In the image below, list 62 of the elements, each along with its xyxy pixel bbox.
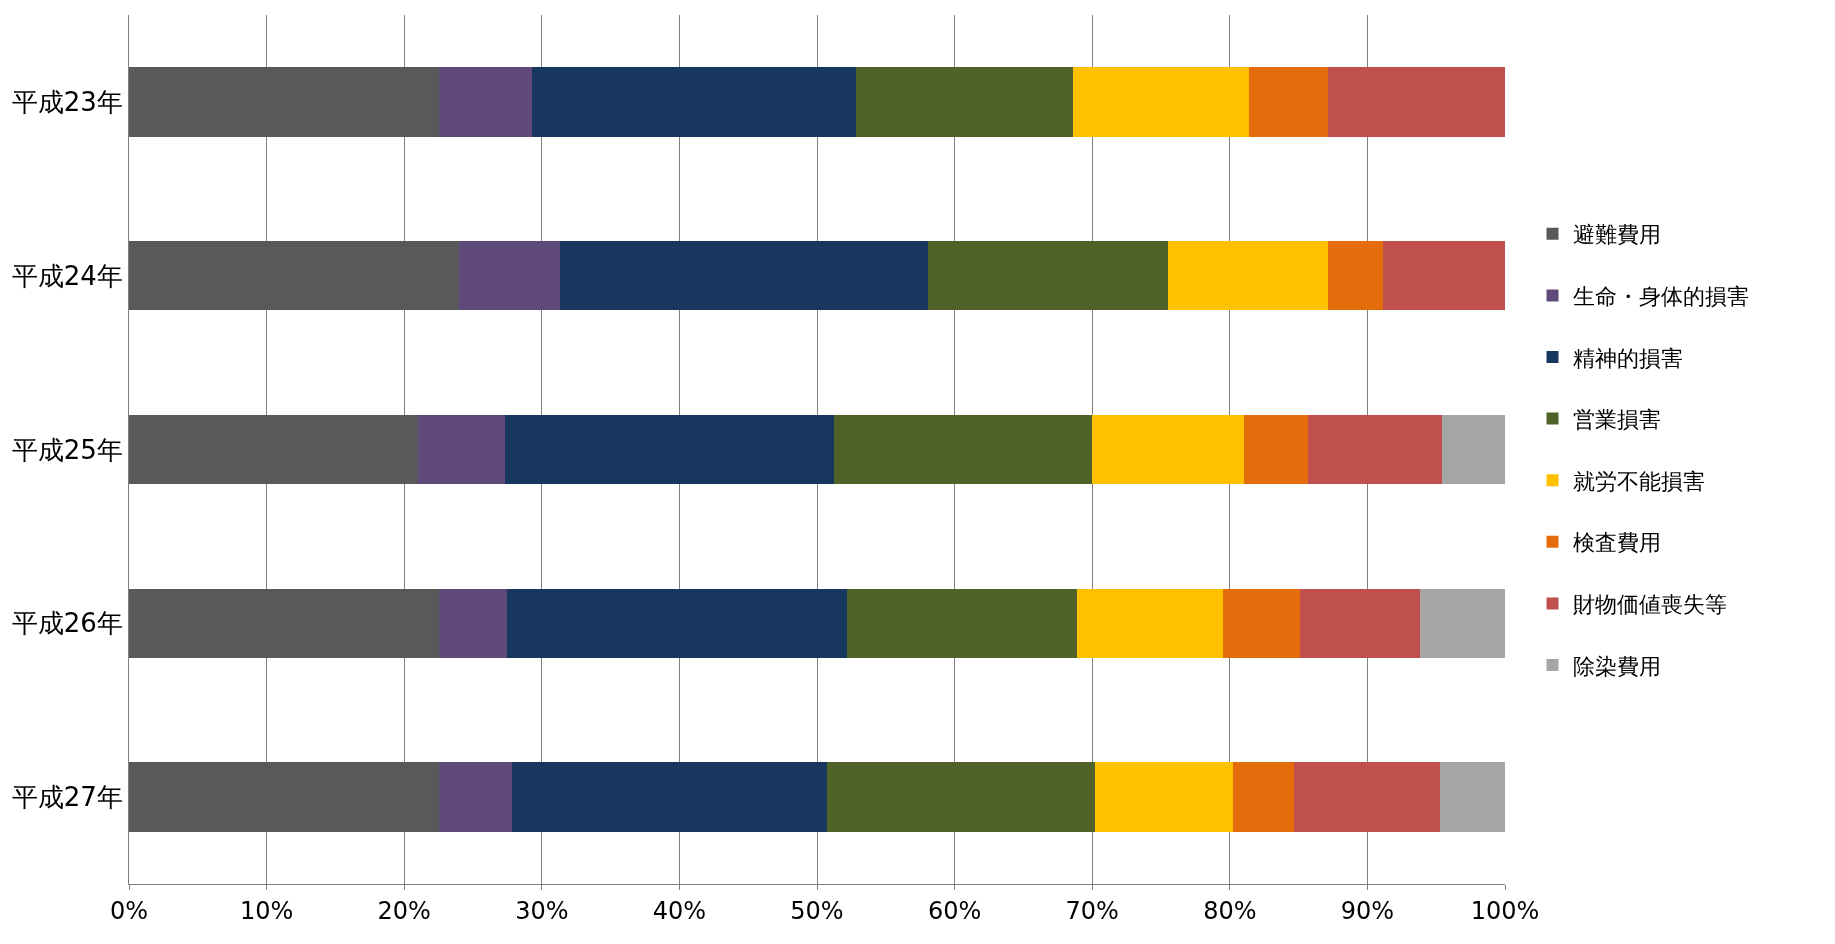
y-tick-label: 平成27年 [11, 782, 123, 813]
y-tick-label: 平成23年 [11, 87, 123, 117]
y-tick-label: 平成26年 [11, 608, 123, 639]
bar [833, 414, 1093, 485]
bar [1243, 414, 1309, 485]
bar [438, 67, 533, 137]
bar [1308, 414, 1442, 485]
bar [1094, 762, 1233, 832]
legend-label: 営業損害 [1572, 407, 1661, 433]
legend-label: 就労不能損害 [1572, 468, 1705, 494]
bar [1327, 240, 1383, 311]
x-tick-label: 0% [109, 896, 149, 925]
legend-label: 避難費用 [1572, 222, 1661, 248]
y-tick-label: 平成25年 [11, 434, 123, 465]
bar [504, 414, 834, 485]
bar [129, 67, 439, 137]
y-tick-label: 平成24年 [11, 260, 123, 291]
bar [1072, 67, 1250, 137]
bar [459, 240, 560, 311]
x-tick-label: 80% [1203, 896, 1257, 925]
bar [129, 762, 439, 832]
bar [1299, 588, 1420, 659]
bar [1232, 762, 1295, 832]
bar [1077, 588, 1223, 659]
bar [438, 588, 508, 659]
x-tick-label: 100% [1470, 896, 1540, 925]
x-tick-label: 70% [1065, 896, 1119, 925]
bar [1419, 588, 1505, 659]
x-tick-label: 30% [515, 896, 569, 925]
bar [1327, 67, 1505, 137]
x-tick-label: 20% [377, 896, 431, 925]
x-tick-label: 10% [239, 896, 294, 925]
bar [559, 240, 929, 311]
bar [1441, 414, 1505, 485]
bar [511, 762, 827, 832]
legend-label: 除染費用 [1572, 653, 1661, 679]
bar [129, 588, 439, 659]
bar [1294, 762, 1441, 832]
bar [532, 67, 856, 137]
bar [438, 762, 512, 832]
legend-label: 生命・身体的損害 [1572, 283, 1749, 309]
bar [1167, 240, 1328, 311]
bar [855, 67, 1073, 137]
bar [129, 240, 460, 311]
x-tick-label: 50% [790, 896, 844, 925]
bar [507, 588, 848, 659]
bar [928, 240, 1168, 311]
bar [847, 588, 1078, 659]
bar [826, 762, 1095, 832]
x-tick-label: 40% [652, 896, 707, 925]
bar [129, 414, 418, 485]
x-tick-label: 90% [1340, 896, 1395, 925]
x-tick-label: 60% [927, 896, 982, 925]
bar [1382, 240, 1505, 311]
bar [1092, 414, 1244, 485]
bar [1249, 67, 1328, 137]
bar [1222, 588, 1300, 659]
legend-label: 財物価値喪失等 [1572, 591, 1727, 617]
legend-label: 検査費用 [1572, 530, 1661, 556]
bar [1440, 762, 1505, 832]
bar [417, 414, 505, 485]
legend-label: 精神的損害 [1572, 345, 1683, 371]
